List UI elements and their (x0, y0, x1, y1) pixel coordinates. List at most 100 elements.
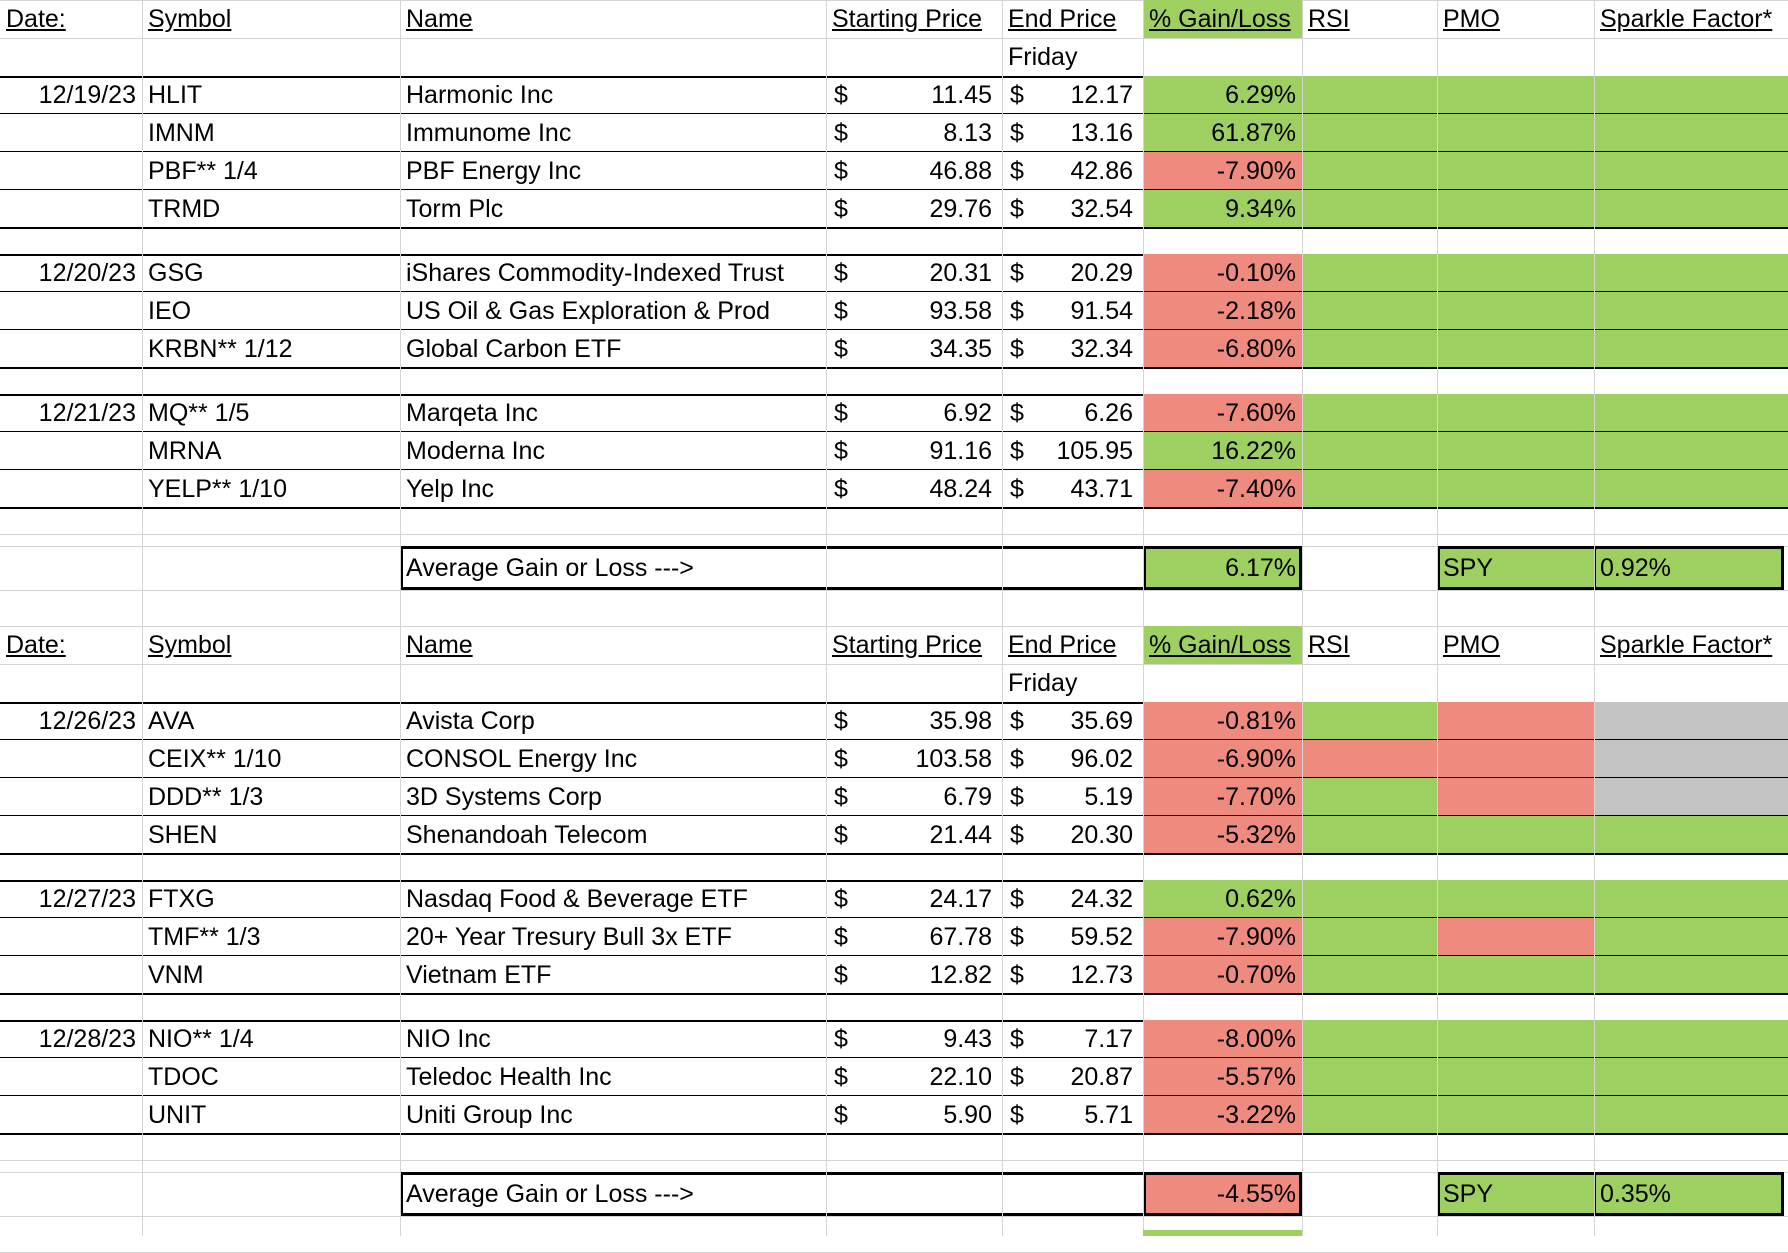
symbol-cell[interactable]: TDOC (148, 1062, 219, 1091)
gain-loss-cell[interactable]: -8.00% (1143, 1020, 1302, 1058)
name-cell[interactable]: Vietnam ETF (406, 960, 552, 989)
sparkle-cell[interactable] (1594, 394, 1788, 432)
sparkle-cell[interactable] (1594, 778, 1788, 816)
end-price-cell[interactable]: $32.34 (1002, 330, 1143, 368)
rsi-cell[interactable] (1302, 254, 1437, 292)
start-price-cell[interactable]: $5.90 (826, 1096, 1002, 1134)
pmo-cell[interactable] (1437, 880, 1594, 918)
start-price-cell[interactable]: $6.79 (826, 778, 1002, 816)
symbol-cell[interactable]: KRBN** 1/12 (148, 334, 293, 363)
date-cell[interactable]: 12/19/23 (38, 80, 136, 109)
header-sparkle[interactable]: Sparkle Factor* (1600, 4, 1773, 33)
end-price-cell[interactable]: $7.17 (1002, 1020, 1143, 1058)
name-cell[interactable]: US Oil & Gas Exploration & Prod (406, 296, 771, 325)
symbol-cell[interactable]: GSG (148, 258, 204, 287)
name-cell[interactable]: Nasdaq Food & Beverage ETF (406, 884, 748, 913)
gain-loss-cell[interactable]: 9.34% (1143, 190, 1302, 228)
end-price-cell[interactable]: $20.29 (1002, 254, 1143, 292)
start-price-cell[interactable]: $93.58 (826, 292, 1002, 330)
name-cell[interactable]: Shenandoah Telecom (406, 820, 648, 849)
gain-loss-cell[interactable]: -0.81% (1143, 702, 1302, 740)
gain-loss-cell[interactable]: 61.87% (1143, 114, 1302, 152)
start-price-cell[interactable]: $29.76 (826, 190, 1002, 228)
rsi-cell[interactable] (1302, 702, 1437, 740)
header-rsi[interactable]: RSI (1308, 4, 1350, 33)
header-friday[interactable]: Friday (1008, 668, 1078, 697)
pmo-cell[interactable] (1437, 1058, 1594, 1096)
header-pmo[interactable]: PMO (1443, 630, 1500, 659)
start-price-cell[interactable]: $12.82 (826, 956, 1002, 994)
gain-loss-cell[interactable]: -0.10% (1143, 254, 1302, 292)
start-price-cell[interactable]: $34.35 (826, 330, 1002, 368)
name-cell[interactable]: NIO Inc (406, 1024, 491, 1053)
start-price-cell[interactable]: $21.44 (826, 816, 1002, 854)
start-price-cell[interactable]: $22.10 (826, 1058, 1002, 1096)
header-sparkle[interactable]: Sparkle Factor* (1600, 630, 1773, 659)
gain-loss-cell[interactable]: -2.18% (1143, 292, 1302, 330)
end-price-cell[interactable]: $20.30 (1002, 816, 1143, 854)
gain-loss-cell[interactable]: -7.90% (1143, 918, 1302, 956)
rsi-cell[interactable] (1302, 76, 1437, 114)
symbol-cell[interactable]: AVA (148, 706, 195, 735)
end-price-cell[interactable]: $96.02 (1002, 740, 1143, 778)
name-cell[interactable]: Harmonic Inc (406, 80, 554, 109)
symbol-cell[interactable]: CEIX** 1/10 (148, 744, 282, 773)
name-cell[interactable]: Marqeta Inc (406, 398, 539, 427)
name-cell[interactable]: 3D Systems Corp (406, 782, 602, 811)
header-pmo[interactable]: PMO (1443, 4, 1500, 33)
gain-loss-cell[interactable]: -7.60% (1143, 394, 1302, 432)
gain-loss-cell[interactable]: 6.29% (1143, 76, 1302, 114)
gain-loss-cell[interactable]: -0.70% (1143, 956, 1302, 994)
pmo-cell[interactable] (1437, 740, 1594, 778)
end-price-cell[interactable]: $59.52 (1002, 918, 1143, 956)
name-cell[interactable]: Uniti Group Inc (406, 1100, 573, 1129)
gain-loss-cell[interactable]: -7.70% (1143, 778, 1302, 816)
symbol-cell[interactable]: DDD** 1/3 (148, 782, 264, 811)
pmo-cell[interactable] (1437, 292, 1594, 330)
sparkle-cell[interactable] (1594, 330, 1788, 368)
start-price-cell[interactable]: $46.88 (826, 152, 1002, 190)
sparkle-cell[interactable] (1594, 470, 1788, 508)
name-cell[interactable]: Torm Plc (406, 194, 504, 223)
pmo-cell[interactable] (1437, 956, 1594, 994)
start-price-cell[interactable]: $67.78 (826, 918, 1002, 956)
end-price-cell[interactable]: $13.16 (1002, 114, 1143, 152)
pmo-cell[interactable] (1437, 76, 1594, 114)
rsi-cell[interactable] (1302, 778, 1437, 816)
rsi-cell[interactable] (1302, 330, 1437, 368)
header-name[interactable]: Name (406, 630, 473, 659)
name-cell[interactable]: 20+ Year Tresury Bull 3x ETF (406, 922, 732, 951)
header-symbol[interactable]: Symbol (148, 630, 232, 659)
pmo-cell[interactable] (1437, 254, 1594, 292)
start-price-cell[interactable]: $8.13 (826, 114, 1002, 152)
rsi-cell[interactable] (1302, 1020, 1437, 1058)
end-price-cell[interactable]: $6.26 (1002, 394, 1143, 432)
rsi-cell[interactable] (1302, 880, 1437, 918)
date-cell[interactable]: 12/27/23 (38, 884, 136, 913)
start-price-cell[interactable]: $103.58 (826, 740, 1002, 778)
rsi-cell[interactable] (1302, 956, 1437, 994)
start-price-cell[interactable]: $9.43 (826, 1020, 1002, 1058)
pmo-cell[interactable] (1437, 1020, 1594, 1058)
start-price-cell[interactable]: $6.92 (826, 394, 1002, 432)
sparkle-cell[interactable] (1594, 114, 1788, 152)
end-price-cell[interactable]: $43.71 (1002, 470, 1143, 508)
sparkle-cell[interactable] (1594, 254, 1788, 292)
header-name[interactable]: Name (406, 4, 473, 33)
pmo-cell[interactable] (1437, 778, 1594, 816)
end-price-cell[interactable]: $32.54 (1002, 190, 1143, 228)
name-cell[interactable]: Teledoc Health Inc (406, 1062, 612, 1091)
header-start[interactable]: Starting Price (832, 630, 983, 659)
symbol-cell[interactable]: VNM (148, 960, 204, 989)
symbol-cell[interactable]: UNIT (148, 1100, 207, 1129)
sparkle-cell[interactable] (1594, 1020, 1788, 1058)
spy-value[interactable]: 0.35% (1594, 1172, 1784, 1216)
header-start[interactable]: Starting Price (832, 4, 983, 33)
date-cell[interactable]: 12/28/23 (38, 1024, 136, 1053)
date-cell[interactable]: 12/21/23 (38, 398, 136, 427)
rsi-cell[interactable] (1302, 114, 1437, 152)
symbol-cell[interactable]: FTXG (148, 884, 215, 913)
gain-loss-cell[interactable]: -5.32% (1143, 816, 1302, 854)
pmo-cell[interactable] (1437, 816, 1594, 854)
sparkle-cell[interactable] (1594, 76, 1788, 114)
